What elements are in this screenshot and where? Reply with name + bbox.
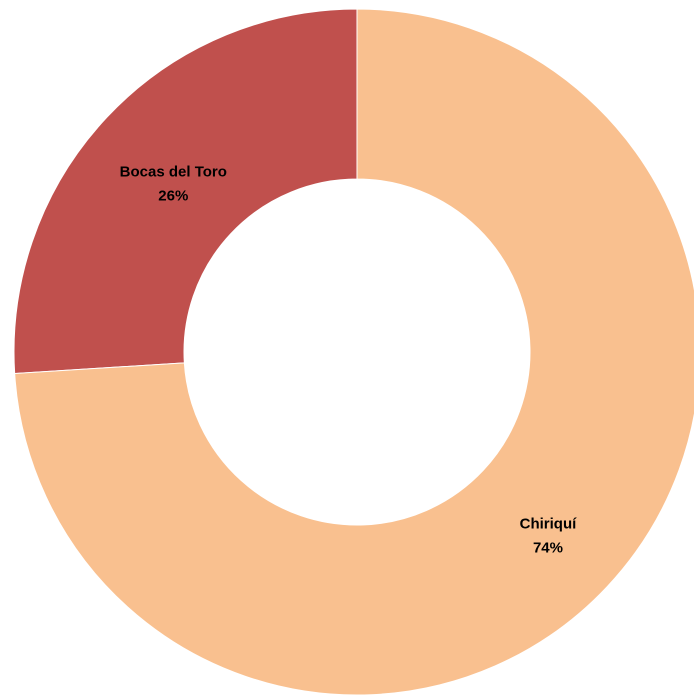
slice-label-name-chiriqu-: Chiriquí (520, 515, 577, 532)
slice-label-name-bocas-del-toro: Bocas del Toro (120, 163, 227, 180)
slice-chiriqu- (14, 8, 694, 696)
labels-group: Bocas del Toro 26% Chiriquí 74% (120, 163, 577, 556)
slice-bocas-del-toro (13, 8, 358, 375)
slices-group (13, 8, 694, 696)
slice-label-percent-bocas-del-toro: 26% (158, 187, 188, 204)
slice-label-percent-chiriqu-: 74% (533, 539, 563, 556)
